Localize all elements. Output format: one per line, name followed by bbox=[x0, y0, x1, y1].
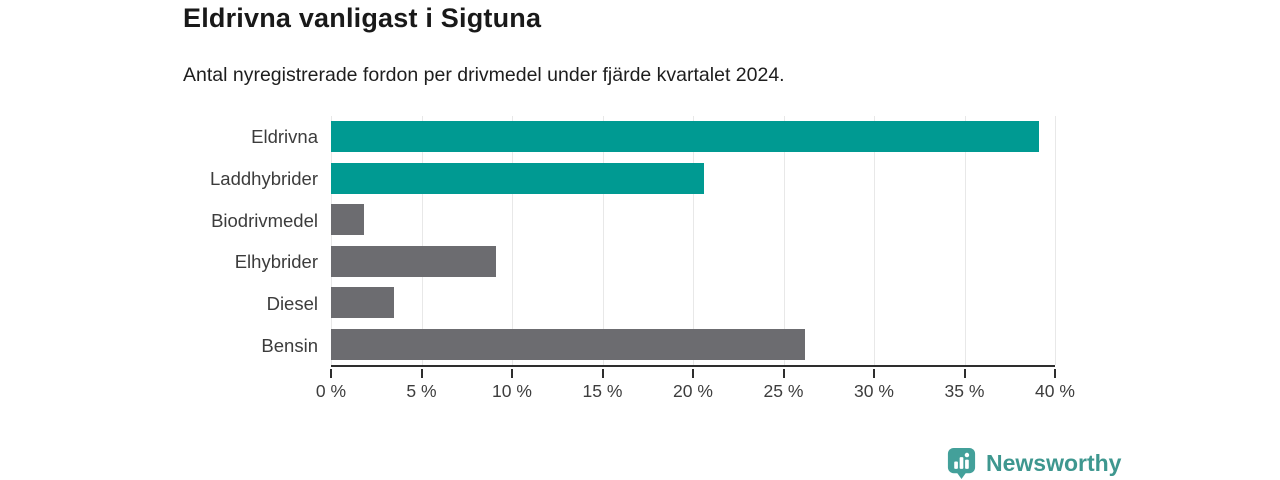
x-tick-mark bbox=[873, 369, 875, 378]
x-axis: 0 % 5 % 10 % 15 % 20 % 25 % 30 % 35 % 40 % bbox=[316, 369, 1075, 409]
bar-bensin bbox=[331, 328, 806, 360]
gridline bbox=[512, 116, 513, 365]
x-tick-mark bbox=[782, 369, 785, 378]
gridline bbox=[602, 116, 604, 365]
x-tick-mark bbox=[601, 369, 604, 378]
x-tick-label: 0 % bbox=[315, 381, 347, 401]
x-tick-label: 40 % bbox=[1035, 381, 1075, 401]
gridline bbox=[874, 116, 875, 365]
newsworthy-bar-chart-bubble-icon bbox=[947, 447, 976, 480]
x-tick-label: 30 % bbox=[854, 381, 894, 401]
bar-row bbox=[331, 199, 1055, 241]
gridline bbox=[1055, 116, 1056, 365]
chart-subtitle: Antal nyregistrerade fordon per drivmede… bbox=[183, 64, 785, 86]
bar-row bbox=[331, 282, 1055, 324]
x-tick-mark bbox=[511, 369, 513, 378]
bar-row bbox=[331, 324, 1055, 366]
category-label: Diesel bbox=[266, 293, 318, 315]
bar-laddhybrider bbox=[331, 162, 704, 194]
x-tick-label: 5 % bbox=[406, 381, 437, 401]
bar-row bbox=[331, 241, 1055, 283]
bar-elhybrider bbox=[331, 245, 496, 277]
gridline bbox=[693, 116, 694, 365]
chart-title: Eldrivna vanligast i Sigtuna bbox=[183, 3, 542, 33]
newsworthy-logo-text: Newsworthy bbox=[986, 449, 1122, 476]
x-tick-mark bbox=[692, 369, 694, 378]
bar-diesel bbox=[331, 287, 395, 319]
x-tick-label: 35 % bbox=[944, 381, 985, 401]
x-tick-mark bbox=[420, 369, 423, 378]
category-label: Biodrivmedel bbox=[211, 209, 318, 231]
gridline bbox=[421, 116, 423, 365]
x-tick-label: 15 % bbox=[582, 381, 623, 401]
category-label: Elhybrider bbox=[234, 251, 318, 273]
plot-area bbox=[331, 116, 1056, 367]
bar-eldrivna bbox=[331, 121, 1039, 153]
gridline bbox=[964, 116, 966, 365]
bar-row bbox=[331, 158, 1055, 200]
gridline bbox=[783, 116, 785, 365]
category-label: Eldrivna bbox=[251, 125, 318, 147]
x-tick-label: 20 % bbox=[673, 381, 713, 401]
x-tick-mark bbox=[1054, 369, 1056, 378]
bar-row bbox=[331, 116, 1055, 158]
bar-rows bbox=[331, 116, 1055, 365]
bar-biodrivmedel bbox=[331, 204, 364, 236]
x-tick-mark bbox=[330, 369, 332, 378]
category-labels: Eldrivna Laddhybrider Biodrivmedel Elhybrid… bbox=[0, 116, 318, 367]
x-tick-label: 10 % bbox=[492, 381, 532, 401]
x-tick-mark bbox=[963, 369, 966, 378]
gridline bbox=[331, 116, 332, 365]
x-tick-label: 25 % bbox=[763, 381, 804, 401]
newsworthy-logo: Newsworthy bbox=[945, 446, 1121, 480]
category-label: Laddhybrider bbox=[210, 167, 318, 189]
category-label: Bensin bbox=[261, 335, 318, 357]
